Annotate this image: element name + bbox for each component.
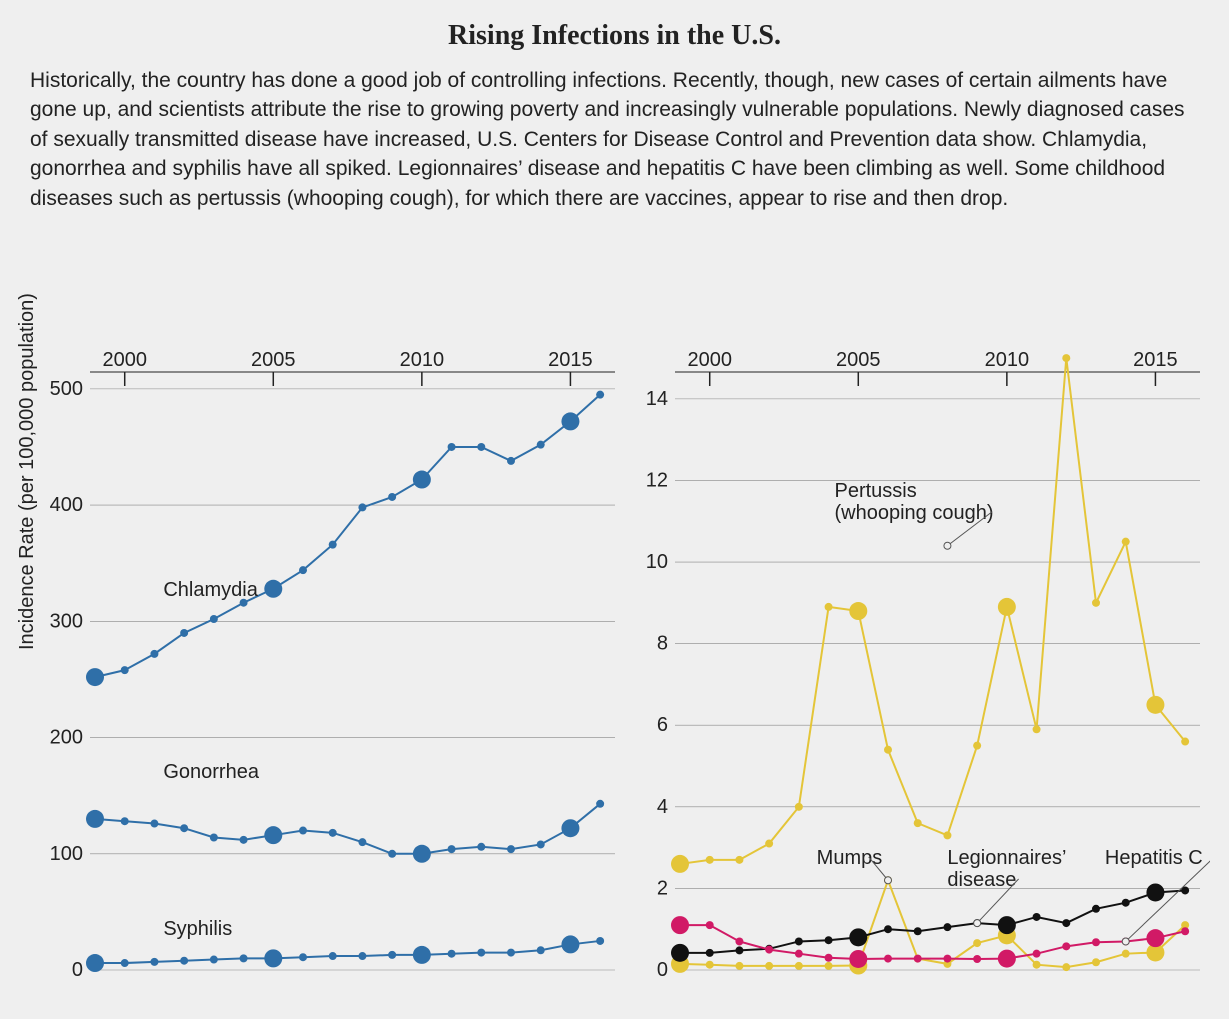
chart-description: Historically, the country has done a goo…	[30, 66, 1190, 213]
svg-text:400: 400	[50, 494, 83, 516]
series-label-hepatitis_c: Hepatitis C	[1105, 847, 1203, 869]
svg-text:2015: 2015	[1133, 349, 1178, 371]
series-label-chlamydia: Chlamydia	[163, 579, 258, 601]
series-label-legionnaires-1: disease	[947, 869, 1016, 891]
svg-text:4: 4	[657, 796, 668, 818]
series-label-pertussis-0: Pertussis	[835, 480, 917, 502]
svg-text:100: 100	[50, 843, 83, 865]
left-chart: 0 100 200 300 400 500 2000 2005 2010 2015 Chlamydi…	[45, 294, 625, 1000]
svg-text:2005: 2005	[836, 349, 881, 371]
svg-text:8: 8	[657, 633, 668, 655]
svg-text:300: 300	[50, 610, 83, 632]
svg-text:0: 0	[657, 959, 668, 981]
chart-container: Rising Infections in the U.S. Historical…	[0, 0, 1229, 1019]
series-label-legionnaires-0: Legionnaires’	[947, 847, 1066, 869]
svg-text:6: 6	[657, 714, 668, 736]
svg-text:10: 10	[646, 551, 668, 573]
svg-text:12: 12	[646, 469, 668, 491]
series-label-pertussis-1: (whooping cough)	[835, 502, 994, 524]
chart-title: Rising Infections in the U.S.	[0, 20, 1229, 52]
svg-text:0: 0	[72, 959, 83, 981]
series-label-mumps: Mumps	[817, 847, 883, 869]
svg-text:2010: 2010	[985, 349, 1030, 371]
svg-text:500: 500	[50, 378, 83, 400]
svg-text:200: 200	[50, 727, 83, 749]
svg-text:2000: 2000	[687, 349, 732, 371]
y-axis-label: Incidence Rate (per 100,000 population)	[16, 293, 39, 650]
svg-text:2: 2	[657, 877, 668, 899]
right-chart: 0 2 4 6 8 10 12 14 2000 2005 2010 2015 Pertussis(who…	[630, 294, 1210, 1000]
svg-text:2000: 2000	[102, 349, 147, 371]
svg-text:2010: 2010	[400, 349, 445, 371]
svg-text:14: 14	[646, 388, 668, 410]
svg-text:2005: 2005	[251, 349, 296, 371]
series-label-gonorrhea: Gonorrhea	[163, 761, 259, 783]
series-label-syphilis: Syphilis	[163, 918, 232, 940]
svg-text:2015: 2015	[548, 349, 593, 371]
